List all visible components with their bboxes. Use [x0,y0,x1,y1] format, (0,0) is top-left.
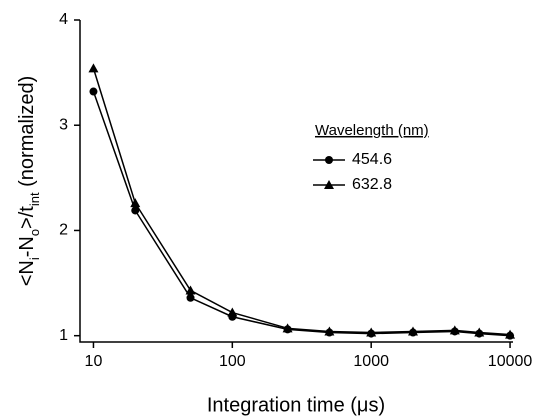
marker [131,206,140,215]
marker [88,63,99,73]
marker [282,323,293,333]
y-tick-label: 4 [59,11,68,28]
marker [407,326,418,336]
marker [449,325,460,335]
y-axis-label-part: i [27,257,42,260]
series-line [92,68,511,336]
x-tick-label: 10 [85,353,103,370]
y-tick-label: 1 [59,327,68,344]
y-tick-label: 3 [59,116,68,133]
y-axis-label-part: int [27,192,42,206]
x-axis-label: Integration time (μs) [207,394,385,416]
legend-label: 454.6 [352,151,392,168]
y-axis-label-part: >/t [16,206,38,229]
y-axis-label-part: o [27,229,42,236]
y-axis-label: <Ni-No>/tint (normalized) [16,76,42,287]
marker [89,87,98,96]
marker [324,180,334,189]
x-tick-label: 1000 [353,353,389,370]
y-axis-label-part: <N [16,260,38,286]
marker [505,329,516,339]
x-tick-label: 100 [219,353,246,370]
y-axis-label-part: -N [16,236,38,257]
axes [79,20,513,343]
series-line [92,91,511,337]
marker [186,293,195,302]
marker [366,327,377,337]
marker [324,326,335,336]
legend-title: Wavelength (nm) [315,122,429,139]
x-tick-label: 10000 [488,353,533,370]
marker [130,198,141,208]
marker [185,285,196,295]
marker [474,327,485,337]
marker [325,156,333,164]
legend-label: 632.8 [352,176,392,193]
y-axis-label-part: (normalized) [16,76,38,193]
marker [227,307,238,317]
y-tick-label: 2 [59,222,68,239]
